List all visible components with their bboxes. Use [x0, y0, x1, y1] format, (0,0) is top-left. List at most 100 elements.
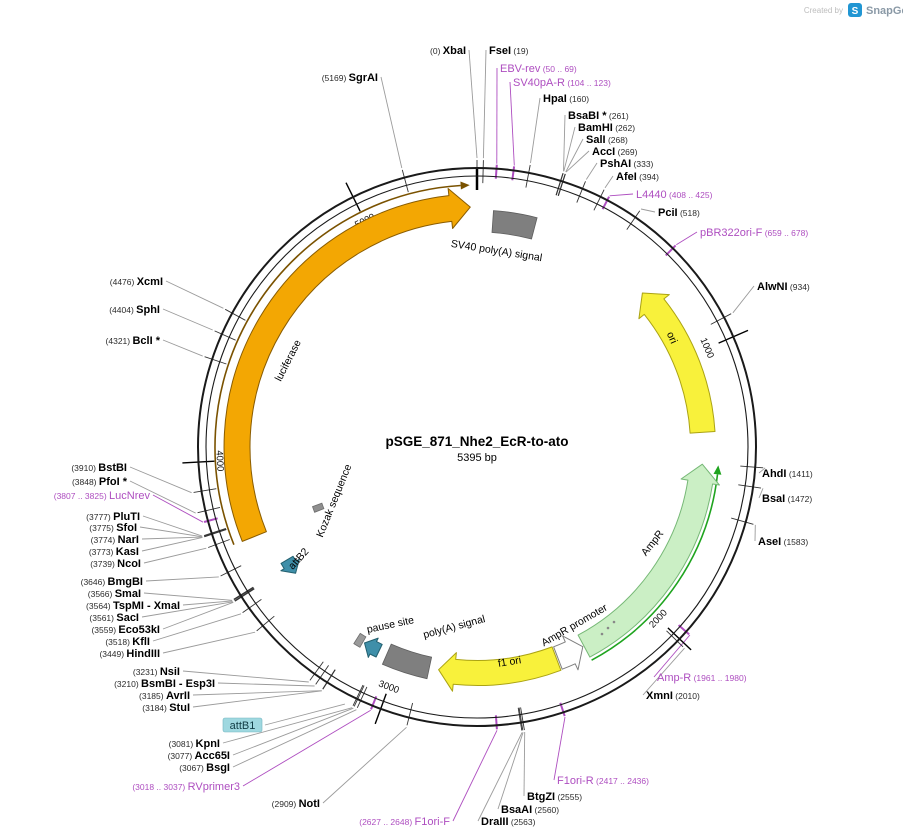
site-nsii[interactable] [182, 661, 324, 683]
site-label-text[interactable]: BtgZI (2555) [527, 791, 582, 803]
site-label-btgzi[interactable]: BtgZI (2555) [527, 791, 582, 803]
feature-ampr-promoter[interactable] [553, 635, 584, 671]
site-stui[interactable] [192, 669, 336, 708]
feature-kozak-sequence[interactable] [311, 502, 325, 513]
site-label-bsai[interactable]: BsaI (1472) [762, 493, 812, 505]
site-label-sv40pa-r[interactable]: SV40pA-R (104 .. 123) [513, 77, 611, 89]
site-label-xcmi[interactable]: (4476) XcmI [110, 276, 163, 288]
site-label-text[interactable]: (3739) NcoI [90, 558, 141, 570]
site-label-text[interactable]: BamHI (262) [578, 122, 635, 134]
site-label-text[interactable]: (3773) KasI [89, 546, 139, 558]
site-saci[interactable] [141, 588, 255, 618]
site-pshai[interactable] [576, 162, 598, 203]
site-label-ncoi[interactable]: (3739) NcoI [90, 558, 141, 570]
site-label-fsei[interactable]: FseI (19) [489, 45, 529, 57]
site-label-text[interactable]: L4440 (408 .. 425) [636, 189, 713, 201]
ori-label[interactable]: ori [664, 330, 680, 346]
site-label-asei[interactable]: AseI (1583) [758, 536, 808, 548]
site-bsaai[interactable] [497, 707, 524, 810]
site-label-text[interactable]: DraIII (2563) [481, 816, 536, 828]
site-eco53ki[interactable] [162, 588, 255, 630]
site-label-noti[interactable]: (2909) NotI [272, 798, 320, 810]
site-label-pshai[interactable]: PshAI (333) [600, 158, 654, 170]
site-label-xbai[interactable]: (0) XbaI [430, 45, 466, 57]
site-label-text[interactable]: (3559) Eco53kI [91, 624, 160, 636]
feature-ampr[interactable] [577, 463, 720, 658]
site-bcli[interactable] [162, 339, 227, 365]
site-pluti[interactable] [142, 515, 227, 537]
site-label-text[interactable]: BsaBI * (261) [568, 110, 629, 122]
site-label-text[interactable]: HpaI (160) [543, 93, 589, 105]
site-label-sphi[interactable]: (4404) SphI [109, 304, 160, 316]
site-label-pbr322ori-f[interactable]: pBR322ori-F (659 .. 678) [700, 227, 808, 239]
site-bamhi[interactable] [555, 126, 576, 196]
site-ahdi[interactable] [740, 465, 766, 474]
site-label-afei[interactable]: AfeI (394) [616, 171, 659, 183]
site-btgzi[interactable] [520, 707, 526, 797]
feature-polya-signal[interactable] [381, 643, 433, 680]
site-label-text[interactable]: (3518) KflI [105, 636, 150, 648]
site-smai[interactable] [143, 586, 254, 601]
site-pfoi[interactable] [129, 480, 221, 514]
site-draiii[interactable] [477, 707, 523, 822]
site-label-text[interactable]: PshAI (333) [600, 158, 654, 170]
site-label-text[interactable]: (3185) AvrII [139, 690, 190, 702]
site-label-lucnrev[interactable]: (3807 .. 3825) LucNrev [54, 490, 151, 502]
site-label-text[interactable]: (3807 .. 3825) LucNrev [54, 490, 151, 502]
site-label-text[interactable]: SalI (268) [586, 134, 628, 146]
site-label-avrii[interactable]: (3185) AvrII [139, 690, 190, 702]
site-label-attb1[interactable]: attB1 [222, 717, 263, 733]
site-label-eco53ki[interactable]: (3559) Eco53kI [91, 624, 160, 636]
site-label-text[interactable]: BsaAI (2560) [501, 804, 559, 816]
site-label-text[interactable]: (3848) PfoI * [72, 476, 128, 488]
site-label-pluti[interactable]: (3777) PluTI [86, 511, 140, 523]
feature-f1-ori[interactable] [438, 646, 562, 692]
site-label-text[interactable]: (3774) NarI [91, 534, 139, 546]
site-label-text[interactable]: (4321) BclI * [106, 335, 161, 347]
site-label-acc65i[interactable]: (3077) Acc65I [168, 750, 230, 762]
feature-sv40-polya-signal[interactable] [491, 210, 538, 240]
site-hindiii[interactable] [162, 615, 275, 654]
site-label-text[interactable]: AfeI (394) [616, 171, 659, 183]
site-label-text[interactable]: (3561) SacI [89, 612, 139, 624]
site-pcii[interactable] [626, 208, 656, 230]
site-asei[interactable] [731, 517, 756, 542]
site-label-text[interactable]: (3231) NsiI [133, 666, 180, 678]
site-sgrai[interactable] [380, 76, 409, 193]
site-xcmi[interactable] [165, 280, 246, 321]
site-label-sfoi[interactable]: (3775) SfoI [89, 522, 137, 534]
site-label-nsii[interactable]: (3231) NsiI [133, 666, 180, 678]
site-bstbi[interactable] [129, 466, 217, 494]
site-label-text[interactable]: (3910) BstBI [71, 462, 127, 474]
site-label-pfoi[interactable]: (3848) PfoI * [72, 476, 128, 488]
site-label-draiii[interactable]: DraIII (2563) [481, 816, 536, 828]
site-label-text[interactable]: AlwNI (934) [757, 281, 810, 293]
site-label-text[interactable]: (3449) HindIII [99, 648, 160, 660]
site-label-text[interactable]: (4476) XcmI [110, 276, 163, 288]
site-label-text[interactable]: (3564) TspMI - XmaI [86, 600, 180, 612]
site-label-rvprimer3[interactable]: (3018 .. 3037) RVprimer3 [132, 781, 240, 793]
site-label-bsabi[interactable]: BsaBI * (261) [568, 110, 629, 122]
feature-ampr-orf-line[interactable] [591, 465, 722, 661]
site-label-text[interactable]: (5169) SgrAI [322, 72, 378, 84]
site-kfli[interactable] [152, 599, 262, 642]
site-label-kfli[interactable]: (3518) KflI [105, 636, 150, 648]
site-label-saci[interactable]: (3561) SacI [89, 612, 139, 624]
site-label-text[interactable]: (3067) BsgI [179, 762, 230, 774]
site-bmgbi[interactable] [145, 565, 242, 582]
site-label-alwni[interactable]: AlwNI (934) [757, 281, 810, 293]
site-label-bamhi[interactable]: BamHI (262) [578, 122, 635, 134]
feature-label-text[interactable]: attB1 [230, 720, 256, 732]
site-label-text[interactable]: (4404) SphI [109, 304, 160, 316]
site-label-text[interactable]: PciI (518) [658, 207, 700, 219]
site-alwni[interactable] [710, 285, 755, 325]
site-label-bstbi[interactable]: (3910) BstBI [71, 462, 127, 474]
site-bsmbi-esp3i[interactable] [217, 665, 329, 687]
site-label-text[interactable]: Amp-R (1961 .. 1980) [657, 672, 747, 684]
site-label-sgrai[interactable]: (5169) SgrAI [322, 72, 378, 84]
site-label-text[interactable]: (3566) SmaI [88, 588, 141, 600]
feature-ori[interactable] [638, 292, 716, 434]
site-label-text[interactable]: XmnI (2010) [646, 690, 700, 702]
site-label-text[interactable]: (3081) KpnI [169, 738, 220, 750]
site-label-ebv-rev[interactable]: EBV-rev (50 .. 69) [500, 63, 577, 75]
